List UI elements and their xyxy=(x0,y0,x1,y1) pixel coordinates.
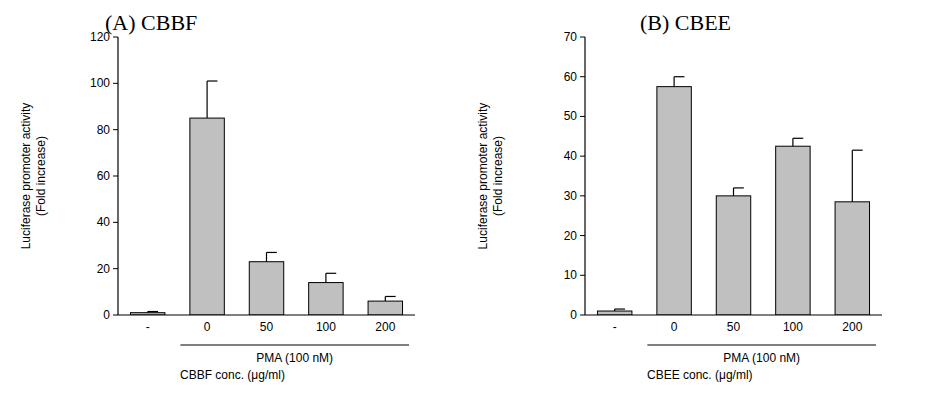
y-tick-label: 20 xyxy=(564,229,578,243)
figure: (A) CBBF020406080100120-050100200PMA (10… xyxy=(0,0,935,393)
y-tick xyxy=(580,156,585,157)
y-tick xyxy=(113,315,118,316)
y-tick xyxy=(580,76,585,77)
y-tick xyxy=(113,176,118,177)
y-tick xyxy=(113,222,118,223)
y-tick xyxy=(580,37,585,38)
error-bar xyxy=(148,312,158,313)
error-stem xyxy=(207,81,208,118)
y-tick-label: 70 xyxy=(564,30,578,44)
error-bar xyxy=(852,150,862,202)
x-axis-label: CBBF conc. (μg/ml) xyxy=(180,368,285,382)
y-tick xyxy=(580,195,585,196)
x-tick-label: - xyxy=(613,320,617,334)
bars xyxy=(130,81,402,315)
chart-panel: (B) CBEE 0 10 20 30 40 50 60 70 - 0 50 100 200 PMA (10… xyxy=(476,10,882,382)
group-bracket xyxy=(647,345,876,346)
error-cap xyxy=(326,273,336,274)
error-cap xyxy=(852,150,862,151)
error-bar xyxy=(674,77,684,87)
y-tick-label: 30 xyxy=(564,189,578,203)
error-bar xyxy=(267,252,277,261)
y-axis-label: Luciferase promoter activity xyxy=(19,103,33,250)
bar xyxy=(657,87,691,315)
bars xyxy=(597,77,869,315)
y-tick xyxy=(113,37,118,38)
error-stem xyxy=(733,188,734,196)
y-tick-label: 10 xyxy=(564,268,578,282)
y-axis xyxy=(584,37,585,315)
x-tick-label: 0 xyxy=(204,320,211,334)
error-bar xyxy=(615,309,625,311)
y-tick-label: 60 xyxy=(97,169,111,183)
error-stem xyxy=(266,252,267,261)
y-tick-label: 0 xyxy=(103,308,110,322)
bar xyxy=(835,202,869,315)
bar xyxy=(190,118,224,315)
x-tick-label: 0 xyxy=(671,320,678,334)
x-tick-label: 200 xyxy=(375,320,395,334)
error-bar xyxy=(793,138,803,146)
y-axis-label: (Fold increase) xyxy=(491,136,505,216)
y-tick-label: 40 xyxy=(564,149,578,163)
y-tick-label: 80 xyxy=(97,123,111,137)
error-cap xyxy=(674,76,684,77)
y-tick-label: 50 xyxy=(564,109,578,123)
bar xyxy=(249,262,283,315)
y-tick-label: 0 xyxy=(570,308,577,322)
y-tick-label: 40 xyxy=(97,215,111,229)
x-tick-label: 50 xyxy=(727,320,741,334)
error-cap xyxy=(267,252,277,253)
x-axis xyxy=(118,314,415,315)
x-tick-label: 100 xyxy=(783,320,803,334)
error-cap xyxy=(793,138,803,139)
error-bar xyxy=(734,188,744,196)
x-tick-label: - xyxy=(146,320,150,334)
error-cap xyxy=(734,187,744,188)
x-axis xyxy=(585,314,882,315)
y-tick xyxy=(113,83,118,84)
group-label: PMA (100 nM) xyxy=(256,351,333,365)
bar xyxy=(716,196,750,315)
bar xyxy=(309,283,343,315)
error-bar xyxy=(326,273,336,282)
error-cap xyxy=(207,80,217,81)
y-tick-label: 100 xyxy=(90,76,110,90)
error-stem xyxy=(325,273,326,282)
y-axis-label: Luciferase promoter activity xyxy=(476,103,490,250)
group-bracket xyxy=(180,345,409,346)
error-cap xyxy=(385,296,395,297)
chart-title: (B) CBEE xyxy=(640,10,731,35)
x-tick-label: 200 xyxy=(842,320,862,334)
y-axis-label: (Fold increase) xyxy=(34,136,48,216)
error-cap xyxy=(615,308,625,309)
x-tick-label: 50 xyxy=(260,320,274,334)
y-tick-label: 60 xyxy=(564,70,578,84)
y-tick xyxy=(580,235,585,236)
y-tick xyxy=(113,129,118,130)
y-tick xyxy=(580,275,585,276)
error-stem xyxy=(673,77,674,87)
group-label: PMA (100 nM) xyxy=(723,351,800,365)
chart-title: (A) CBBF xyxy=(105,10,197,35)
y-tick-label: 120 xyxy=(90,30,110,44)
y-tick-label: 20 xyxy=(97,262,111,276)
error-cap xyxy=(148,311,158,312)
error-bar xyxy=(207,81,217,118)
error-stem xyxy=(385,296,386,301)
chart-panel: (A) CBBF 0 20 40 60 80 100 120 - 0 50 100 200 PMA (10… xyxy=(19,10,415,382)
x-axis-label: CBEE conc. (μg/ml) xyxy=(647,368,753,382)
error-stem xyxy=(792,138,793,146)
bar xyxy=(776,146,810,315)
bar xyxy=(368,301,402,315)
error-bar xyxy=(385,296,395,301)
y-tick xyxy=(580,116,585,117)
y-tick xyxy=(580,315,585,316)
x-tick-label: 100 xyxy=(316,320,336,334)
error-stem xyxy=(852,150,853,202)
y-tick xyxy=(113,268,118,269)
